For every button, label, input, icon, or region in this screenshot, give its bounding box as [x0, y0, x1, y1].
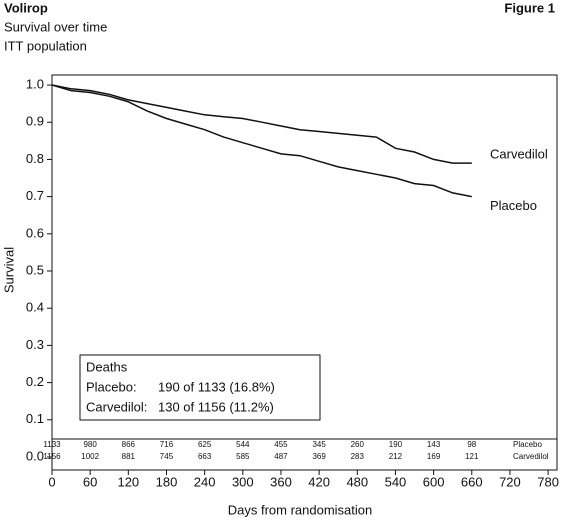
at-risk-count: 143 — [427, 440, 441, 449]
y-tick-label: 0.1 — [26, 411, 44, 426]
subtitle: ITT population — [4, 38, 87, 53]
x-tick-label: 60 — [83, 474, 97, 489]
at-risk-count: 369 — [312, 452, 326, 461]
at-risk-count: 1133 — [43, 440, 61, 449]
chart-title: Volirop — [4, 0, 48, 15]
deaths-label: Placebo: — [86, 379, 137, 394]
x-tick-label: 120 — [117, 474, 139, 489]
y-tick-label: 0.0 — [26, 448, 44, 463]
at-risk-count: 1002 — [81, 452, 99, 461]
x-tick-label: 420 — [308, 474, 330, 489]
series-label: Placebo — [490, 198, 537, 213]
y-tick-label: 1.0 — [26, 76, 44, 91]
at-risk-count: 866 — [122, 440, 136, 449]
at-risk-count: 98 — [467, 440, 476, 449]
y-axis-label: Survival — [1, 247, 16, 293]
at-risk-count: 980 — [83, 440, 97, 449]
y-tick-label: 0.2 — [26, 374, 44, 389]
y-tick-label: 0.3 — [26, 337, 44, 352]
survival-curve — [51, 84, 472, 198]
y-tick-label: 0.5 — [26, 262, 44, 277]
at-risk-count: 283 — [351, 452, 365, 461]
at-risk-count: 169 — [427, 452, 441, 461]
survival-curve — [51, 84, 472, 164]
x-tick-label: 540 — [385, 474, 407, 489]
deaths-title: Deaths — [86, 359, 128, 374]
x-tick-label: 240 — [194, 474, 216, 489]
x-tick-label: 780 — [537, 474, 559, 489]
at-risk-count: 1156 — [43, 452, 61, 461]
plot-frame — [51, 74, 558, 471]
at-risk-count: 663 — [198, 452, 212, 461]
at-risk-count: 625 — [198, 440, 212, 449]
at-risk-count: 121 — [465, 452, 479, 461]
deaths-box — [79, 354, 321, 421]
y-tick-label: 0.8 — [26, 151, 44, 166]
x-tick-label: 180 — [156, 474, 178, 489]
series-label: Carvedilol — [490, 147, 548, 162]
at-risk-count: 745 — [160, 452, 174, 461]
x-tick-label: 360 — [270, 474, 292, 489]
x-axis-label: Days from randomisation — [228, 502, 373, 517]
figure-label: Figure 1 — [504, 0, 555, 15]
y-tick-label: 0.4 — [26, 300, 44, 315]
at-risk-count: 260 — [351, 440, 365, 449]
at-risk-count: 881 — [122, 452, 136, 461]
at-risk-count: 190 — [389, 440, 403, 449]
at-risk-label: Placebo — [513, 440, 542, 449]
subtitle: Survival over time — [4, 19, 107, 34]
at-risk-count: 544 — [236, 440, 250, 449]
x-tick-label: 480 — [346, 474, 368, 489]
x-tick-label: 300 — [232, 474, 254, 489]
at-risk-count: 487 — [274, 452, 288, 461]
deaths-text: 190 of 1133 (16.8%) — [158, 379, 275, 394]
y-tick-label: 0.9 — [26, 114, 44, 129]
deaths-text: 130 of 1156 (11.2%) — [158, 399, 274, 414]
at-risk-label: Carvedilol — [513, 452, 549, 461]
x-tick-label: 0 — [48, 474, 55, 489]
at-risk-count: 455 — [274, 440, 288, 449]
y-tick-label: 0.6 — [26, 225, 44, 240]
x-tick-label: 720 — [499, 474, 521, 489]
deaths-label: Carvedilol: — [86, 399, 147, 414]
x-tick-label: 660 — [461, 474, 483, 489]
at-risk-count: 212 — [389, 452, 403, 461]
at-risk-count: 585 — [236, 452, 250, 461]
at-risk-count: 345 — [312, 440, 326, 449]
x-tick-label: 600 — [423, 474, 445, 489]
at-risk-count: 716 — [160, 440, 174, 449]
y-tick-label: 0.7 — [26, 188, 44, 203]
